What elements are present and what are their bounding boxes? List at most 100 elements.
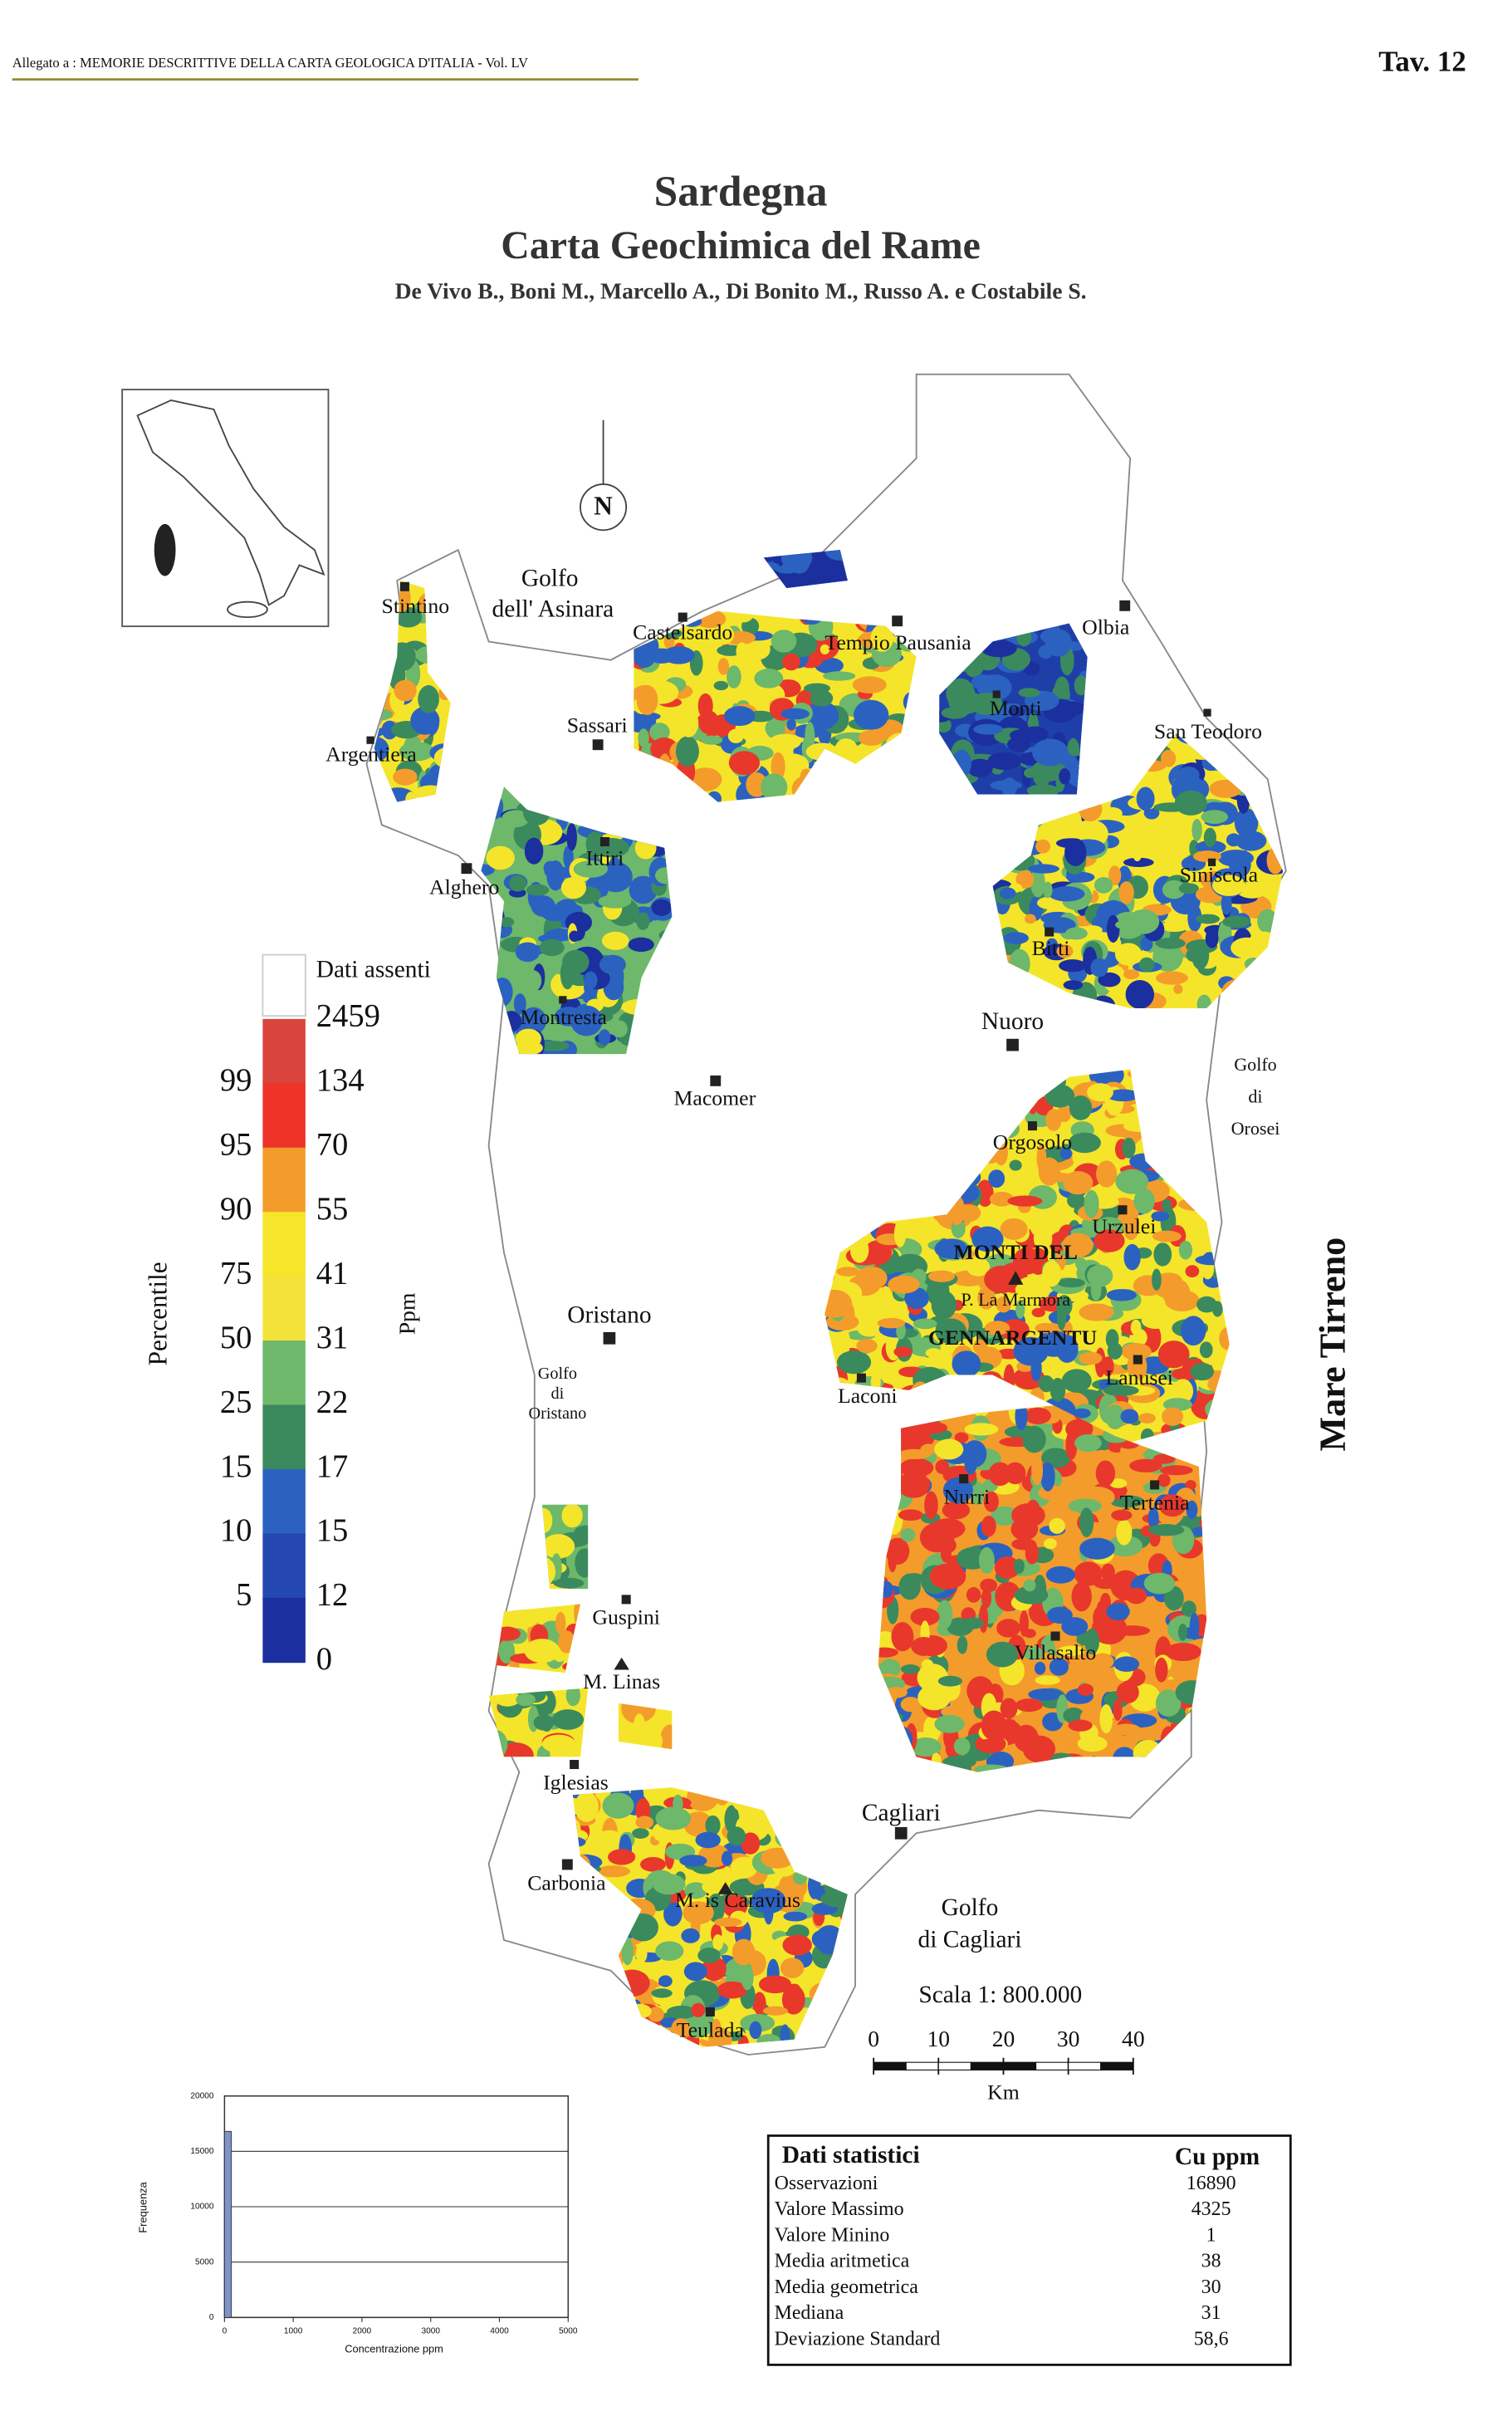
concentration-patch [575, 1548, 589, 1578]
concentration-patch [1087, 1264, 1113, 1287]
scale-segment [1100, 2061, 1134, 2071]
concentration-patch [805, 721, 815, 752]
percentile-label: 10 [220, 1513, 252, 1548]
concentration-patch [1107, 1535, 1143, 1557]
concentration-patch [663, 646, 695, 664]
concentration-patch [394, 607, 423, 628]
place: Laconi [838, 1384, 898, 1408]
concentration-patch [912, 1421, 948, 1434]
concentration-patch [1072, 1149, 1084, 1166]
concentration-patch [1045, 629, 1072, 657]
percentile-label: 25 [220, 1384, 252, 1419]
concentration-patch [1125, 980, 1155, 1008]
concentration-patch [681, 1928, 700, 1943]
legend-band [262, 1147, 306, 1213]
concentration-patch [1089, 1069, 1124, 1088]
concentration-patch [515, 1028, 541, 1049]
concentration-patch [1141, 1311, 1171, 1330]
place: Argentiera [325, 742, 417, 766]
concentration-patch [536, 1041, 570, 1051]
concentration-patch [1094, 1229, 1125, 1252]
concentration-patch [752, 1992, 766, 2017]
concentration-patch [878, 1659, 901, 1678]
concentration-patch [1059, 959, 1087, 973]
concentration-patch [1127, 909, 1160, 934]
concentration-patch [1009, 1159, 1022, 1171]
concentration-patch [727, 728, 744, 743]
concentration-patch [870, 624, 894, 652]
concentration-patch [1064, 838, 1087, 866]
concentration-patch [611, 1020, 628, 1038]
concentration-patch [888, 1544, 898, 1573]
concentration-patch [1113, 1723, 1141, 1736]
concentration-patch [539, 938, 565, 957]
concentration-patch [545, 928, 575, 942]
concentration-patch [1074, 1257, 1087, 1270]
concentration-patch [1087, 1083, 1113, 1102]
concentration-patch [1190, 1362, 1214, 1381]
concentration-patch [555, 1611, 566, 1635]
concentration-patch [1162, 880, 1186, 899]
concentration-patch [513, 993, 526, 1015]
scale-label: Scala 1: 800.000 [918, 1982, 1082, 2008]
concentration-patch [859, 729, 885, 747]
place: Montresta [521, 1005, 608, 1029]
scale-tick-label: 0 [868, 2026, 879, 2051]
concentration-patch [536, 1745, 550, 1757]
concentration-patch [583, 971, 598, 990]
town-marker [678, 612, 687, 622]
concentration-patch [900, 1664, 921, 1674]
gulf: Golfo [1234, 1054, 1276, 1075]
concentration-patch [990, 780, 1022, 791]
concentration-patch [781, 1984, 805, 2015]
concentration-patch [1113, 1699, 1123, 1722]
y-tick-label: 5000 [195, 2257, 214, 2267]
concentration-patch [788, 1983, 801, 1995]
scale-segment [1035, 2061, 1069, 2071]
concentration-patch [722, 1850, 733, 1866]
peak-marker [1007, 1271, 1024, 1285]
concentration-patch [1115, 1625, 1151, 1636]
scale-tick-label: 30 [1057, 2026, 1080, 2051]
concentration-patch [1152, 1453, 1176, 1464]
place-labels: Stintino Castelsardo Tempio Pausania Olb… [325, 566, 1280, 2042]
stats-label: Mediana [775, 2302, 844, 2324]
concentration-patch [1163, 1585, 1184, 1611]
town-marker [992, 690, 1001, 698]
percentile-label: 90 [220, 1192, 252, 1227]
concentration-patch [994, 1556, 1020, 1579]
town-marker [1119, 600, 1131, 611]
concentration-patch [663, 1901, 683, 1927]
concentration-patch [621, 1937, 634, 1966]
concentration-patch [1015, 1277, 1047, 1301]
concentration-patch [972, 1339, 988, 1355]
concentration-patch [1114, 943, 1143, 966]
concentration-patch [543, 860, 557, 875]
concentration-patch [1027, 864, 1059, 874]
town-marker [959, 1474, 969, 1484]
concentration-patch [973, 723, 1003, 735]
place: Siniscola [1180, 863, 1259, 887]
concentration-patch [1121, 1343, 1152, 1360]
concentration-patch [393, 768, 418, 786]
italy-outline [136, 399, 325, 606]
concentration-patch [1045, 1566, 1076, 1584]
place: Guspini [592, 1605, 660, 1629]
concentration-patch [1153, 1242, 1172, 1267]
concentration-patch [971, 1226, 1004, 1252]
concentration-patch [1185, 1479, 1196, 1490]
concentration-patch [1031, 1307, 1045, 1318]
concentration-patch [1026, 784, 1059, 795]
concentration-patch [805, 701, 839, 730]
place: Oristano [567, 1301, 651, 1328]
sardinia-highlight [154, 523, 176, 576]
concentration-patch [1172, 1379, 1194, 1404]
concentration-patch [1079, 1303, 1114, 1321]
concentration-patch [1129, 1458, 1162, 1473]
concentration-patch [852, 676, 887, 693]
concentration-patch [560, 958, 575, 990]
concentration-patch [1079, 1507, 1094, 1537]
stats-label: Osservazioni [775, 2173, 878, 2194]
concentration-patch [1147, 1507, 1159, 1530]
concentration-patch [1062, 1233, 1094, 1258]
